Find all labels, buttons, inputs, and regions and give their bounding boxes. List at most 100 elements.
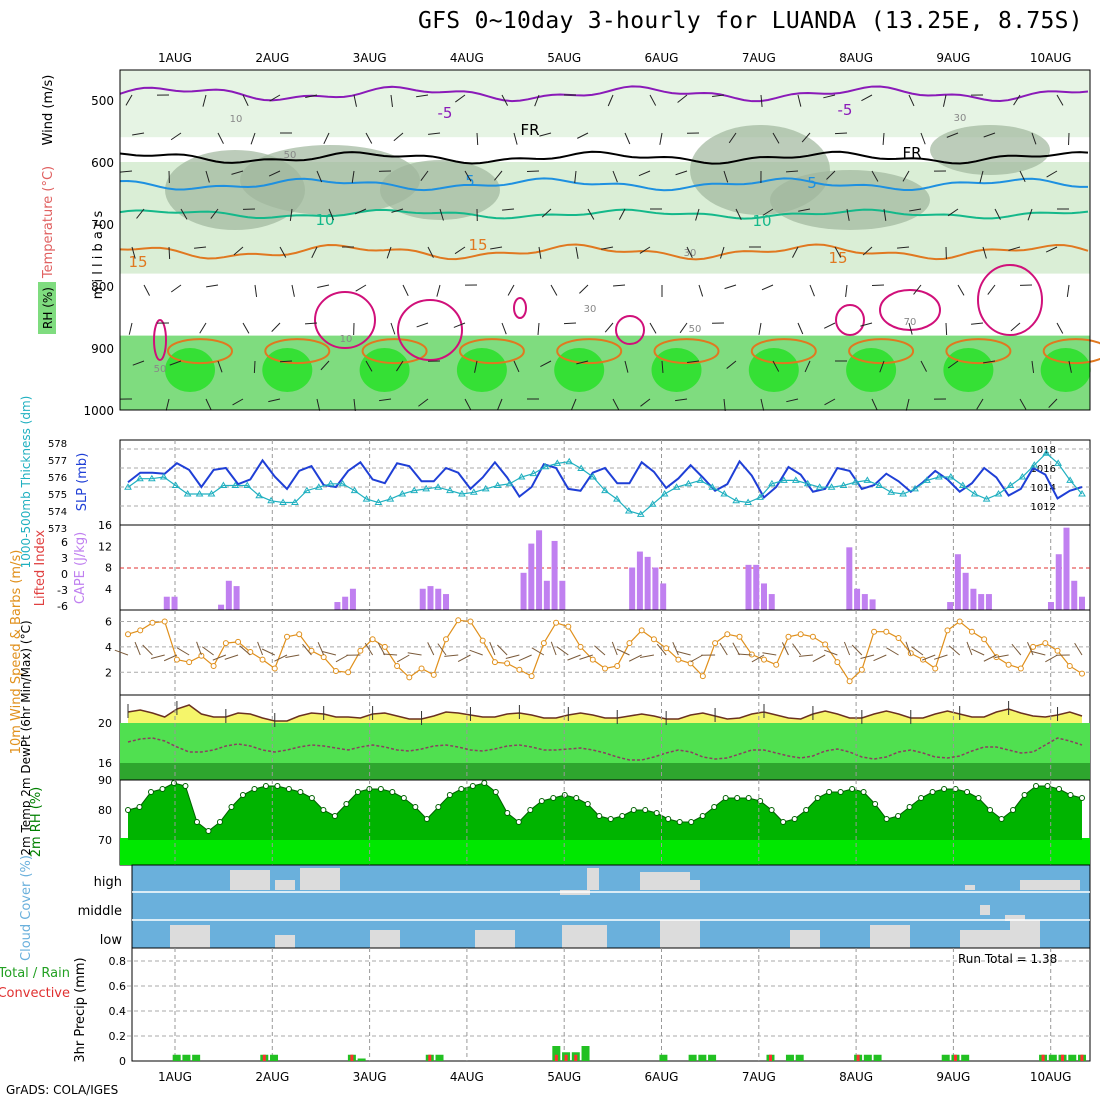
precip-tick-label: 0.8	[109, 955, 127, 968]
wind-barb	[601, 246, 614, 250]
rh2m-marker	[803, 807, 810, 813]
rh2m-marker	[274, 783, 281, 789]
wind-barb	[920, 360, 927, 372]
wind-barb	[871, 170, 879, 182]
rh-contour-label: 50	[689, 324, 702, 335]
date-label-top: 5AUG	[547, 51, 581, 65]
wind-speed-marker	[210, 662, 217, 669]
wind-barb	[469, 649, 483, 656]
wind-barb	[909, 208, 922, 212]
cape-tick-label: 12	[98, 540, 112, 553]
wind-barb	[979, 170, 984, 183]
wind-barb	[494, 170, 503, 181]
wind-barb	[317, 284, 330, 288]
wind-barb	[474, 360, 478, 373]
precip-total-bar	[270, 1054, 279, 1061]
wind-barb	[205, 398, 212, 411]
wind-speed-marker	[981, 636, 988, 643]
wind-speed-marker	[540, 640, 547, 647]
wind-barb	[1027, 641, 1034, 656]
rh2m-marker	[1044, 783, 1051, 789]
rh-contour-label: 70	[904, 317, 917, 328]
wind-barb	[656, 643, 667, 656]
thickness-marker	[863, 476, 872, 483]
wind-barb	[675, 398, 688, 402]
rh2m-marker	[895, 813, 902, 819]
thickness-marker	[350, 486, 359, 494]
cloud-block	[300, 868, 340, 890]
cloud-block	[230, 870, 270, 890]
thickness-marker	[446, 486, 454, 494]
wind-axis-label: 10m Wind Speed & Barbs (m/s)	[9, 550, 24, 755]
wind-speed-marker	[479, 637, 486, 644]
rh2m-marker	[918, 795, 925, 801]
wind-barb	[239, 645, 251, 656]
wind-barb	[679, 322, 688, 334]
rh2m-marker	[504, 810, 511, 816]
rh-dry-contour	[153, 319, 167, 361]
footer-credit: GrADS: COLA/IGES	[6, 1083, 119, 1097]
rh2m-marker	[1010, 807, 1017, 813]
wind-barb	[163, 654, 178, 662]
wind-barb	[420, 170, 429, 181]
wind-speed-marker	[895, 635, 902, 642]
temperature-legend-label: Temperature (°C)	[41, 166, 56, 279]
wind-barb	[728, 132, 737, 144]
thickness-marker	[839, 481, 848, 488]
thickness-marker	[672, 483, 681, 490]
rh2m-marker	[320, 807, 327, 813]
wind-barb	[860, 322, 873, 327]
cape-bar	[225, 580, 232, 610]
wind-barb	[1066, 284, 1070, 297]
cloud-block	[640, 872, 690, 890]
rh2m-marker	[446, 792, 453, 798]
cloud-block	[1010, 920, 1040, 948]
wind-barb	[905, 641, 912, 656]
cloud-block	[960, 930, 1010, 948]
rh2m-marker	[676, 819, 683, 825]
wind-barb	[886, 647, 899, 656]
isotherm-5	[119, 177, 1089, 192]
wind-barb	[604, 322, 614, 333]
rh2m-marker	[906, 804, 913, 810]
wind-barb	[649, 322, 657, 334]
cloud-level-label: middle	[78, 904, 122, 919]
rh2m-marker	[630, 807, 637, 813]
cape-bar	[745, 564, 752, 610]
wind-barb	[639, 246, 651, 254]
cape-axis-label: CAPE (J/kg)	[73, 532, 88, 604]
rh2m-marker	[849, 786, 856, 792]
cape-bar	[854, 588, 861, 610]
slp-axis-label: SLP (mb)	[75, 453, 90, 512]
isotherm-10	[119, 208, 1089, 220]
wind-barb	[882, 132, 885, 146]
thickness-marker	[171, 481, 180, 488]
wind-barb	[205, 170, 210, 183]
wind-barb	[396, 654, 410, 663]
rh-saturated-cell	[748, 348, 799, 392]
wind-barb	[567, 654, 581, 661]
wind-speed-marker	[394, 662, 401, 669]
lifted-index-axis-label: Lifted Index	[33, 529, 48, 606]
rh-blob	[930, 125, 1050, 175]
wind-barb	[575, 246, 579, 259]
thickness-marker	[899, 490, 908, 497]
wind-speed-marker	[418, 665, 425, 672]
wind-barb	[253, 360, 256, 374]
thickness-tick-label: 577	[48, 456, 67, 467]
cloud-block	[475, 930, 515, 948]
thickness-marker	[803, 479, 812, 487]
cloud-block	[980, 905, 990, 915]
rh2m-marker	[251, 786, 258, 792]
cape-tick-label: 16	[98, 519, 112, 532]
wind-barb	[416, 322, 429, 328]
cape-bar	[1079, 596, 1085, 610]
wind-barb	[826, 170, 836, 180]
wind-barb	[871, 398, 878, 411]
wind-barb	[913, 284, 922, 295]
rh2m-marker	[538, 798, 545, 804]
rh-contour-label: 30	[584, 304, 597, 315]
rh2m-marker	[239, 792, 246, 798]
wind-speed-marker	[320, 654, 327, 661]
date-label-top: 9AUG	[936, 51, 970, 65]
